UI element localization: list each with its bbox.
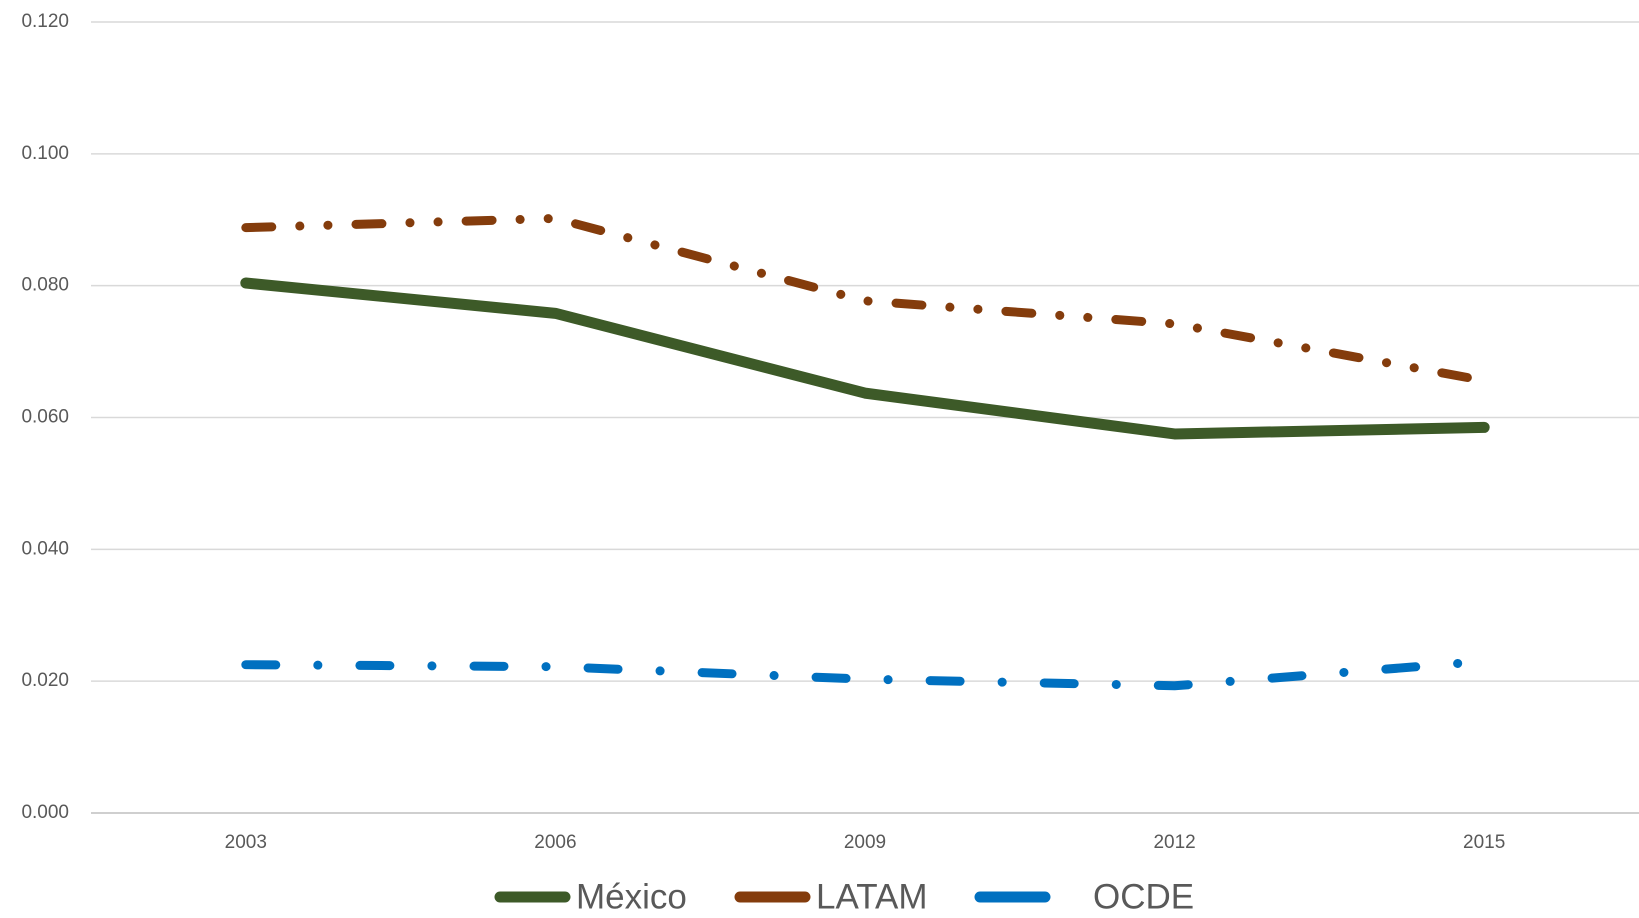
legend-label: OCDE [1093,877,1194,916]
y-tick-label: 0.100 [21,143,69,164]
legend-label: LATAM [816,877,928,916]
y-tick-label: 0.040 [21,538,69,559]
x-tick-label: 2015 [1463,832,1505,853]
legend-label: México [576,877,687,916]
y-tick-label: 0.080 [21,275,69,296]
y-tick-label: 0.000 [21,802,69,823]
y-tick-label: 0.120 [21,11,69,32]
x-tick-label: 2009 [844,832,886,853]
y-tick-label: 0.020 [21,670,69,691]
y-tick-label: 0.060 [21,407,69,428]
series-line [241,656,1489,691]
x-tick-label: 2006 [534,832,576,853]
series-line [240,277,1490,440]
series-line [241,213,1489,386]
x-tick-label: 2003 [225,832,267,853]
x-tick-label: 2012 [1153,832,1195,853]
